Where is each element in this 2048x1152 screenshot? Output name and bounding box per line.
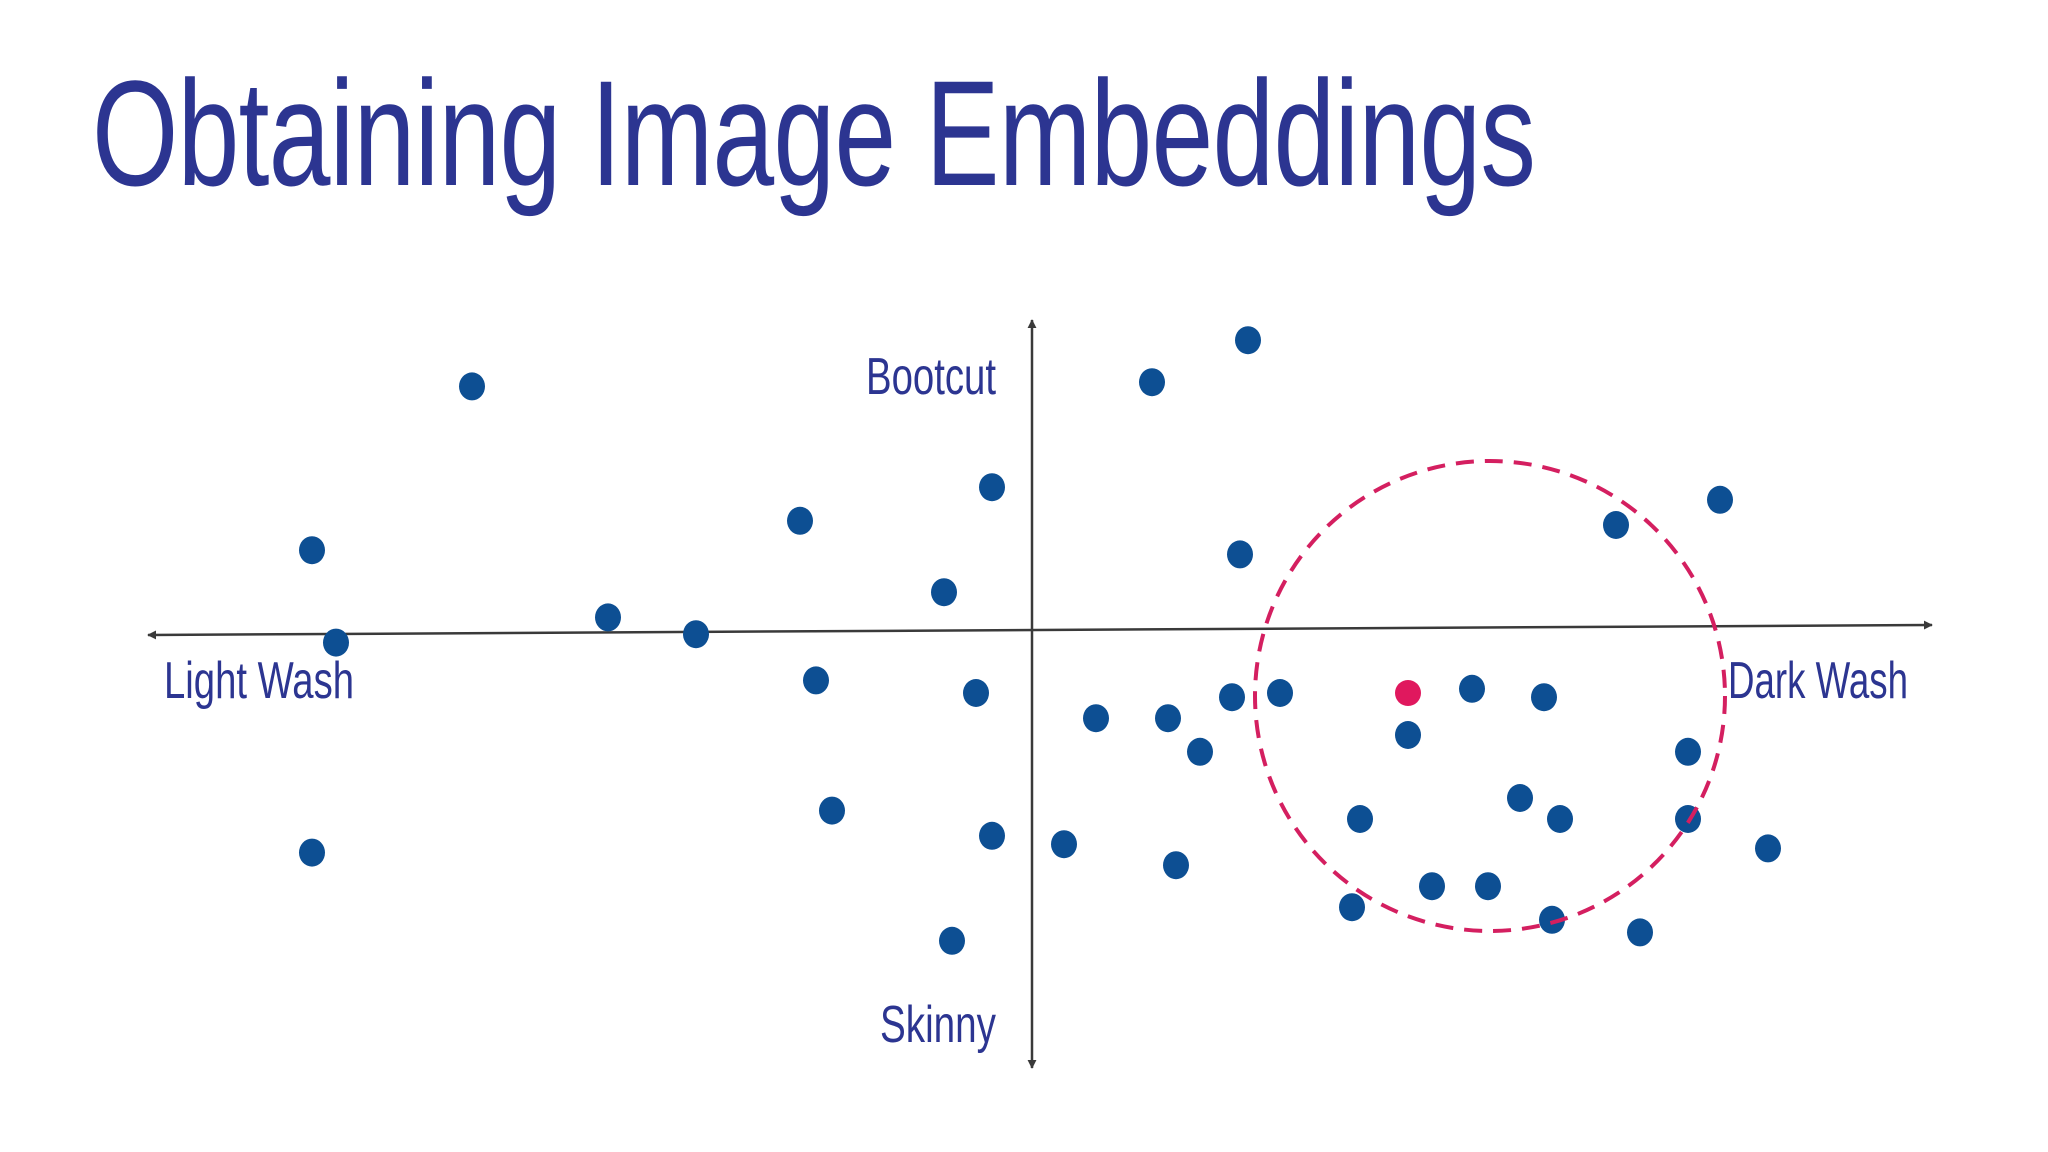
- x-axis: [147, 620, 1933, 640]
- embedding-point-29: [1475, 872, 1501, 901]
- embedding-point-39: [1707, 485, 1733, 514]
- embedding-point-13: [979, 821, 1005, 850]
- embedding-point-37: [1627, 918, 1653, 947]
- neighborhood-circle: [1253, 459, 1727, 933]
- embedding-point-8: [787, 506, 813, 535]
- embedding-point-19: [1139, 368, 1165, 397]
- embedding-point-1: [459, 372, 485, 401]
- embedding-point-21: [1227, 540, 1253, 569]
- x-axis-left-label: Light Wash: [164, 652, 354, 710]
- embedding-point-4: [683, 620, 709, 649]
- embedding-point-3: [595, 603, 621, 632]
- embedding-point-10: [931, 578, 957, 607]
- y-axis-top-label: Bootcut: [866, 348, 996, 406]
- embedding-point-38: [1675, 737, 1701, 766]
- embedding-point-14: [939, 926, 965, 955]
- embedding-point-9: [979, 473, 1005, 502]
- embedding-point-12: [963, 679, 989, 707]
- embedding-point-40: [1755, 834, 1781, 863]
- embedding-point-11: [803, 666, 829, 695]
- embedding-point-5: [323, 628, 349, 657]
- embedding-point-20: [1235, 326, 1261, 355]
- embedding-point-24: [1267, 679, 1293, 707]
- y-axis-bottom-label: Skinny: [880, 996, 996, 1054]
- embedding-point-36: [1539, 905, 1565, 934]
- slide-title: Obtaining Image Embeddings: [92, 49, 1536, 217]
- x-axis-right-label: Dark Wash: [1728, 652, 1908, 710]
- embedding-point-16: [1083, 704, 1109, 733]
- embedding-point-28: [1419, 872, 1445, 901]
- embedding-point-26: [1339, 893, 1365, 922]
- embedding-point-32: [1531, 683, 1557, 712]
- embedding-point-18: [1163, 851, 1189, 880]
- embedding-point-33: [1547, 805, 1573, 833]
- embedding-point-34: [1603, 511, 1629, 539]
- embedding-point-27: [1395, 721, 1421, 749]
- embedding-point-15: [1051, 830, 1077, 859]
- embedding-point-17: [1155, 704, 1181, 733]
- embedding-point-30: [1459, 674, 1485, 703]
- embedding-point-31: [1507, 784, 1533, 812]
- embedding-point-25: [1347, 805, 1373, 833]
- embedding-points: [299, 326, 1781, 955]
- query-point: [1395, 680, 1421, 706]
- embedding-point-7: [819, 796, 845, 825]
- embedding-point-6: [299, 838, 325, 867]
- embedding-point-2: [299, 536, 325, 565]
- embedding-point-23: [1187, 737, 1213, 766]
- embedding-point-22: [1219, 683, 1245, 712]
